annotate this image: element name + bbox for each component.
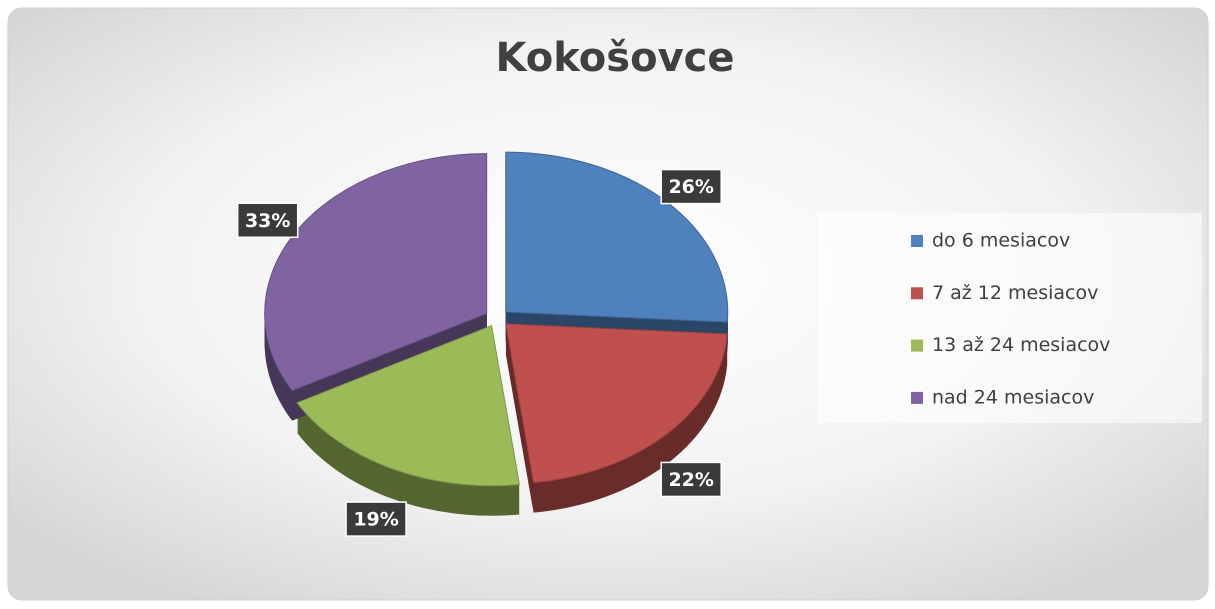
- slice: [505, 323, 728, 484]
- slice: [296, 325, 520, 487]
- data-label-box: [660, 461, 722, 498]
- legend-box: [818, 213, 1202, 423]
- chart-title: Kokošovce: [496, 35, 735, 81]
- data-label: 19%: [353, 509, 398, 531]
- legend-swatch: [911, 391, 923, 404]
- legend-label: do 6 mesiacov: [932, 230, 1070, 252]
- legend-swatch: [911, 235, 923, 247]
- data-label-box: [236, 202, 299, 239]
- legend-label: 7 až 12 mesiacov: [932, 282, 1098, 304]
- data-label-box: [660, 168, 722, 205]
- legend-label: 13 až 24 mesiacov: [932, 334, 1110, 356]
- legend-label: nad 24 mesiacov: [932, 386, 1094, 408]
- data-label: 33%: [245, 210, 290, 232]
- data-label-box: [345, 501, 407, 537]
- data-label: 22%: [668, 469, 713, 491]
- data-label: 26%: [668, 176, 713, 198]
- legend-swatch: [911, 339, 923, 352]
- legend-swatch: [911, 287, 923, 300]
